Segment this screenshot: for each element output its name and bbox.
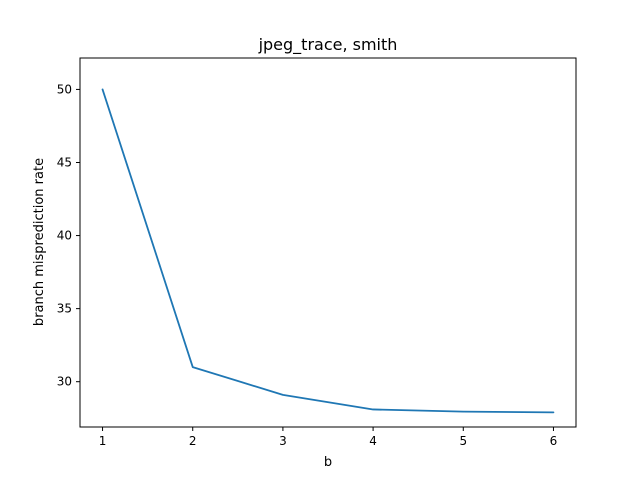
- y-tick-label: 30: [57, 375, 72, 389]
- y-axis-label: branch misprediction rate: [32, 158, 47, 326]
- plot-frame: [79, 57, 577, 428]
- x-tick-label: 4: [369, 434, 377, 448]
- x-tick-label: 2: [189, 434, 197, 448]
- x-tick-label: 3: [279, 434, 287, 448]
- plot-marks: [101, 88, 555, 414]
- chart-title: jpeg_trace, smith: [258, 35, 398, 55]
- x-tick-label: 5: [459, 434, 467, 448]
- series-line: [101, 88, 555, 414]
- x-axis: 1 2 3 4 5 6: [99, 427, 558, 448]
- y-tick-label: 45: [57, 155, 72, 169]
- x-tick-label: 6: [550, 434, 558, 448]
- y-tick-label: 35: [57, 302, 72, 316]
- y-tick-label: 40: [57, 229, 72, 243]
- y-tick-label: 50: [57, 82, 72, 96]
- x-tick-label: 1: [99, 434, 107, 448]
- x-axis-label: b: [324, 455, 332, 470]
- y-axis: 30 35 40 45 50: [57, 82, 80, 389]
